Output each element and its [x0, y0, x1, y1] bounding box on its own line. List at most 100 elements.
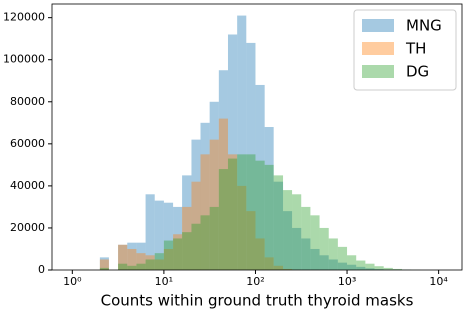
bar — [292, 194, 302, 270]
bar — [255, 238, 265, 270]
bar — [337, 246, 348, 270]
bar — [200, 215, 210, 270]
bar — [237, 185, 247, 270]
bar — [154, 200, 164, 270]
bar — [173, 238, 183, 270]
bar — [163, 240, 174, 270]
bar — [127, 242, 137, 270]
legend-label: MNG — [406, 17, 442, 35]
y-tick-label: 80000 — [10, 95, 45, 108]
bar — [99, 259, 109, 270]
bar — [118, 263, 128, 270]
bar — [118, 244, 128, 270]
bar — [310, 215, 320, 270]
plot-frame — [51, 3, 463, 271]
legend-label: TH — [405, 40, 426, 58]
bar — [145, 259, 155, 270]
bar — [182, 206, 192, 270]
bar — [392, 268, 402, 270]
bar — [365, 263, 375, 270]
bar — [310, 248, 320, 270]
bar — [218, 118, 228, 270]
bar — [154, 253, 164, 270]
bar — [237, 15, 247, 271]
bar — [136, 242, 146, 270]
bar — [218, 169, 228, 270]
bar — [328, 238, 338, 270]
bar — [237, 154, 247, 270]
bar — [264, 127, 274, 270]
bar — [383, 267, 393, 270]
bar — [319, 227, 329, 270]
legend-swatch — [362, 65, 394, 78]
bar — [99, 257, 109, 270]
bar — [227, 34, 238, 271]
bar — [136, 253, 146, 270]
x-tick-label: 10³ — [338, 275, 356, 288]
bar — [374, 266, 384, 270]
bar — [246, 211, 256, 270]
bar — [154, 259, 164, 270]
bar — [301, 206, 311, 270]
bar — [283, 190, 293, 270]
bar — [347, 264, 357, 270]
y-tick-label: 20000 — [10, 221, 45, 234]
bar — [246, 154, 256, 270]
bar — [191, 181, 201, 270]
bar — [328, 259, 338, 270]
legend-swatch — [362, 42, 394, 55]
bar — [292, 227, 302, 270]
bar — [301, 238, 311, 270]
bar — [227, 154, 238, 270]
bar — [273, 181, 284, 270]
bar — [145, 194, 155, 270]
bar — [209, 206, 219, 270]
bar — [191, 223, 201, 270]
bar — [173, 234, 183, 270]
x-tick-label: 10⁰ — [63, 275, 82, 288]
bar — [182, 175, 192, 270]
bar — [374, 269, 384, 270]
bar — [273, 175, 284, 270]
bar — [283, 211, 293, 270]
x-axis-label: Counts within ground truth thyroid masks — [101, 292, 414, 310]
bar — [273, 265, 284, 270]
y-tick-label: 120000 — [3, 11, 45, 24]
bar — [255, 160, 265, 270]
x-tick-label: 10⁴ — [429, 275, 448, 288]
bar — [319, 255, 329, 270]
y-tick-label: 40000 — [10, 179, 45, 192]
bar — [200, 154, 210, 270]
legend-swatch — [362, 19, 394, 32]
bar — [365, 268, 375, 270]
bar — [356, 266, 366, 270]
legend-label: DG — [406, 63, 429, 81]
bar — [347, 255, 357, 270]
bar — [173, 206, 183, 270]
bar — [209, 101, 219, 270]
bar — [145, 255, 155, 270]
bar — [136, 263, 146, 270]
x-tick-label: 10¹ — [155, 275, 173, 288]
bar — [163, 202, 174, 270]
bar — [127, 248, 137, 270]
bar — [218, 70, 228, 270]
bar — [356, 260, 366, 270]
bar — [127, 265, 137, 270]
y-tick-label: 60000 — [10, 137, 45, 150]
bar — [264, 257, 274, 270]
y-tick-label: 0 — [38, 263, 45, 276]
y-tick-label: 100000 — [3, 53, 45, 66]
bar — [283, 268, 293, 270]
bar — [191, 139, 201, 270]
bar — [209, 139, 219, 270]
bar — [227, 158, 238, 270]
bar — [246, 42, 256, 270]
x-tick-label: 10² — [246, 275, 264, 288]
bar — [163, 248, 174, 270]
bar — [264, 164, 274, 270]
bar — [118, 244, 128, 270]
bar — [200, 122, 210, 270]
bar — [255, 84, 265, 271]
